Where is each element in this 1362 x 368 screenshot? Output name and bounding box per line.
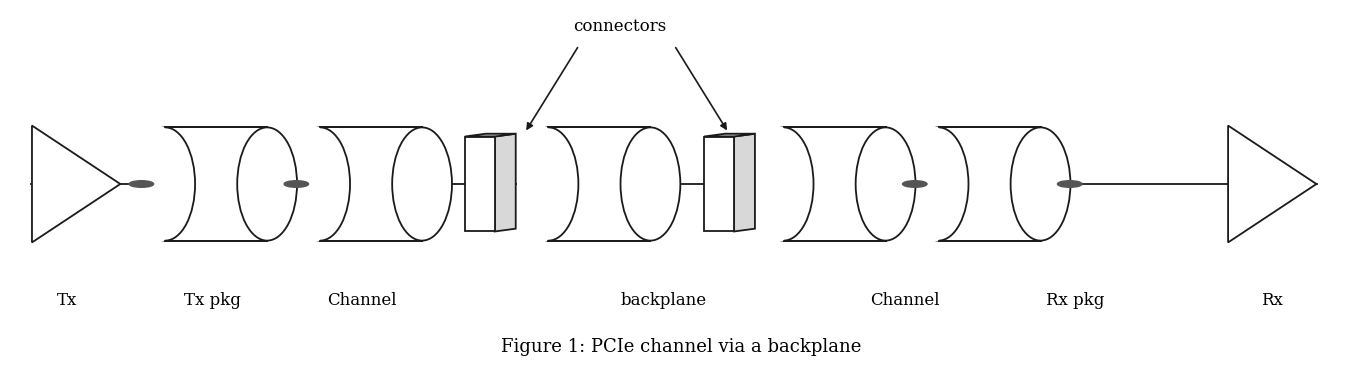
Bar — [704, 137, 734, 231]
Polygon shape — [734, 134, 755, 231]
Bar — [752, 127, 783, 241]
Text: Rx: Rx — [1261, 292, 1283, 309]
Text: Rx pkg: Rx pkg — [1046, 292, 1105, 309]
Bar — [783, 127, 885, 241]
Text: Tx: Tx — [56, 292, 76, 309]
Polygon shape — [494, 134, 516, 231]
Bar — [518, 127, 549, 241]
Polygon shape — [704, 134, 755, 137]
Bar — [464, 137, 494, 231]
Polygon shape — [31, 125, 120, 243]
Bar — [907, 127, 938, 241]
Text: backplane: backplane — [620, 292, 707, 309]
Text: Figure 1: PCIe channel via a backplane: Figure 1: PCIe channel via a backplane — [501, 338, 861, 355]
Polygon shape — [1229, 125, 1317, 243]
Circle shape — [285, 181, 309, 187]
Circle shape — [1057, 181, 1081, 187]
Bar — [165, 127, 267, 241]
Bar — [938, 127, 1041, 241]
Circle shape — [129, 181, 154, 187]
Polygon shape — [464, 134, 516, 137]
Ellipse shape — [392, 127, 452, 241]
Circle shape — [903, 181, 928, 187]
Bar — [133, 127, 165, 241]
Ellipse shape — [908, 127, 968, 241]
Ellipse shape — [753, 127, 813, 241]
Bar — [320, 127, 422, 241]
Ellipse shape — [290, 127, 350, 241]
Ellipse shape — [135, 127, 195, 241]
Text: Channel: Channel — [870, 292, 940, 309]
Ellipse shape — [855, 127, 915, 241]
Ellipse shape — [237, 127, 297, 241]
Ellipse shape — [621, 127, 681, 241]
Ellipse shape — [519, 127, 579, 241]
Bar — [549, 127, 651, 241]
Text: connectors: connectors — [573, 18, 666, 35]
Ellipse shape — [1011, 127, 1071, 241]
Text: Channel: Channel — [327, 292, 396, 309]
Text: Tx pkg: Tx pkg — [184, 292, 241, 309]
Bar — [289, 127, 320, 241]
